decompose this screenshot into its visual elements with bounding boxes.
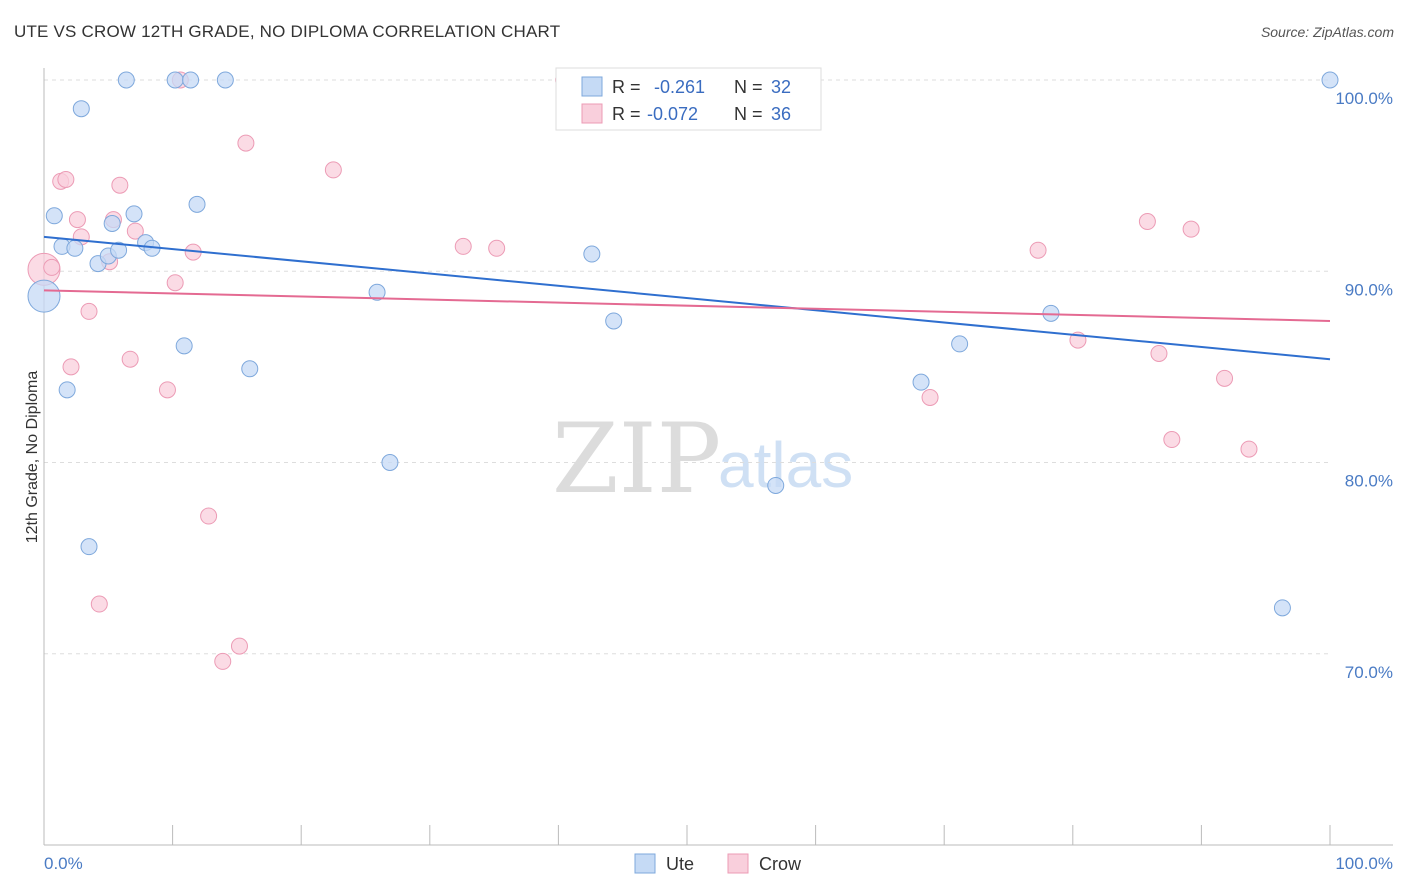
crow-points xyxy=(27,71,1258,670)
crow-point xyxy=(1240,440,1258,458)
ute-point xyxy=(767,476,785,494)
crow-point xyxy=(1138,213,1156,231)
crow-point xyxy=(1182,220,1200,238)
y-tick-label-70: 70.0% xyxy=(1345,663,1393,682)
ute-point xyxy=(912,373,930,391)
ute-point xyxy=(110,241,128,259)
crow-point xyxy=(111,176,129,194)
crow-legend-swatch xyxy=(727,853,749,874)
crow-point xyxy=(1163,431,1181,449)
crow-point xyxy=(324,161,342,179)
ute-point xyxy=(166,71,184,89)
ute-point xyxy=(45,207,63,225)
crow-point xyxy=(921,388,939,406)
crow-point xyxy=(1029,241,1047,259)
y-tick-label-80: 80.0% xyxy=(1345,472,1393,491)
ute-r-value: -0.261 xyxy=(654,77,705,97)
bottom-legend: Ute Crow xyxy=(634,853,802,874)
crow-trend-line xyxy=(43,289,1331,322)
ute-point xyxy=(381,454,399,471)
ute-points xyxy=(27,71,1339,617)
crow-point xyxy=(214,652,232,670)
ute-point xyxy=(175,337,193,355)
x-tick-label-min: 0.0% xyxy=(44,854,83,873)
crow-point xyxy=(62,358,80,376)
watermark: ZIP atlas xyxy=(552,403,853,515)
ute-point xyxy=(58,381,76,399)
crow-point xyxy=(68,211,86,229)
ute-point xyxy=(1321,71,1339,89)
crow-n-label: N = xyxy=(734,104,763,124)
ute-point xyxy=(368,283,386,301)
crow-point xyxy=(230,637,248,655)
ute-point xyxy=(241,360,259,378)
y-tick-label-90: 90.0% xyxy=(1345,280,1393,299)
ute-point xyxy=(72,100,90,118)
gridlines xyxy=(44,79,1330,655)
ute-trend-line xyxy=(43,235,1331,361)
crow-point xyxy=(121,350,139,368)
crow-point xyxy=(80,302,98,320)
ute-n-value: 32 xyxy=(771,77,791,97)
ute-point xyxy=(27,279,61,313)
ute-point xyxy=(605,312,623,330)
ute-point xyxy=(583,245,601,263)
ute-point xyxy=(1273,599,1291,617)
crow-point xyxy=(200,507,218,525)
chart-title: UTE VS CROW 12TH GRADE, NO DIPLOMA CORRE… xyxy=(14,22,561,41)
ute-n-label: N = xyxy=(734,77,763,97)
ute-point xyxy=(66,239,84,257)
crow-r-label: R = xyxy=(612,104,641,124)
legend-item-crow[interactable]: Crow xyxy=(727,853,802,874)
crow-point xyxy=(43,258,61,276)
ute-point xyxy=(188,195,206,213)
ute-point xyxy=(951,335,969,353)
crow-point xyxy=(158,381,176,399)
crow-point xyxy=(126,222,144,240)
x-ticks xyxy=(43,825,1331,845)
stats-legend-box: R = -0.261 N = 32 R = -0.072 N = 36 xyxy=(555,67,822,131)
crow-legend-label: Crow xyxy=(759,854,802,874)
crow-n-value: 36 xyxy=(771,104,791,124)
ute-point xyxy=(125,205,143,223)
crow-point xyxy=(57,170,75,188)
ute-r-label: R = xyxy=(612,77,641,97)
ute-point xyxy=(216,71,234,89)
crow-point xyxy=(488,239,506,257)
ute-legend-label: Ute xyxy=(666,854,694,874)
ute-point xyxy=(103,214,121,232)
y-tick-labels: 70.0% 80.0% 90.0% 100.0% xyxy=(1335,89,1393,682)
ute-stats-swatch xyxy=(581,76,603,97)
crow-point xyxy=(454,237,472,255)
crow-point xyxy=(1150,344,1168,362)
crow-stats-swatch xyxy=(581,103,603,124)
legend-item-ute[interactable]: Ute xyxy=(634,853,694,874)
ute-point xyxy=(182,71,200,89)
crow-point xyxy=(1216,369,1234,387)
crow-point xyxy=(237,134,255,152)
ute-legend-swatch xyxy=(634,853,656,874)
watermark-atlas: atlas xyxy=(718,429,853,501)
crow-point xyxy=(90,595,108,613)
x-tick-label-max: 100.0% xyxy=(1335,854,1393,873)
y-axis-title: 12th Grade, No Diploma xyxy=(24,371,41,544)
ute-point xyxy=(80,538,98,556)
crow-r-value: -0.072 xyxy=(647,104,698,124)
ute-point xyxy=(117,71,135,89)
source-credit: Source: ZipAtlas.com xyxy=(1260,24,1394,40)
y-tick-label-100: 100.0% xyxy=(1335,89,1393,108)
watermark-zip: ZIP xyxy=(552,403,721,515)
crow-point xyxy=(166,274,184,292)
axes xyxy=(43,68,1393,846)
